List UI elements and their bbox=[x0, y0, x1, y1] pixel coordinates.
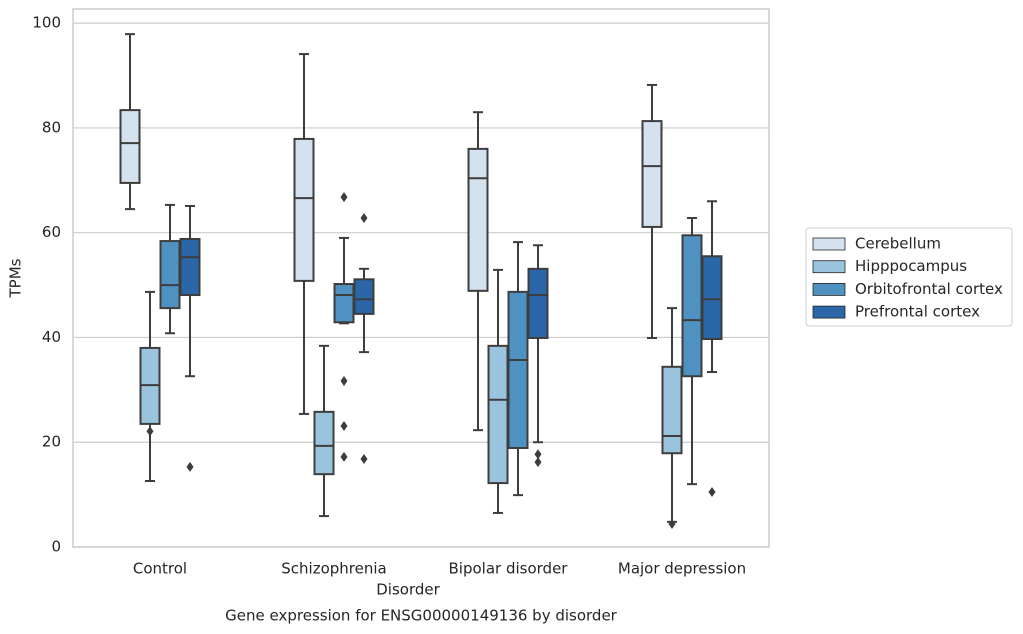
box bbox=[527, 267, 549, 339]
box bbox=[701, 255, 723, 341]
outlier bbox=[360, 453, 368, 464]
box bbox=[641, 120, 663, 228]
legend-swatch bbox=[812, 305, 846, 319]
legend-swatch bbox=[812, 260, 846, 274]
outlier bbox=[534, 457, 542, 468]
outlier bbox=[146, 426, 154, 437]
x-tick-label: Control bbox=[133, 560, 187, 578]
legend-swatch bbox=[812, 237, 846, 251]
plot-frame bbox=[72, 8, 770, 548]
y-tick-label: 60 bbox=[42, 223, 61, 241]
box bbox=[179, 237, 201, 297]
chart-title: Gene expression for ENSG00000149136 by d… bbox=[225, 607, 618, 625]
y-tick-label: 0 bbox=[51, 538, 61, 556]
legend-label: Prefrontal cortex bbox=[855, 303, 980, 321]
outlier bbox=[708, 486, 716, 497]
legend-swatch bbox=[812, 282, 846, 296]
legend-frame bbox=[805, 227, 1013, 327]
box bbox=[159, 240, 181, 310]
y-tick-label: 20 bbox=[42, 433, 61, 451]
x-tick-label: Bipolar disorder bbox=[449, 560, 569, 578]
box bbox=[333, 283, 355, 324]
y-tick-label: 100 bbox=[32, 14, 61, 32]
box bbox=[293, 137, 315, 282]
x-axis-label: Disorder bbox=[376, 581, 440, 599]
outlier bbox=[668, 518, 676, 529]
box bbox=[507, 290, 529, 449]
box bbox=[487, 344, 509, 485]
outlier bbox=[340, 420, 348, 431]
y-axis-label: TPMs bbox=[7, 258, 25, 298]
y-tick-label: 40 bbox=[42, 328, 61, 346]
outlier bbox=[186, 461, 194, 472]
legend-label: Hipppocampus bbox=[855, 257, 967, 275]
outlier bbox=[340, 451, 348, 462]
outlier bbox=[340, 375, 348, 386]
legend-label: Cerebellum bbox=[855, 235, 941, 253]
y-tick-label: 80 bbox=[42, 118, 61, 136]
outlier bbox=[340, 192, 348, 203]
outlier bbox=[534, 449, 542, 460]
outlier bbox=[360, 213, 368, 224]
box bbox=[119, 109, 141, 184]
box bbox=[467, 147, 489, 292]
box bbox=[681, 234, 703, 378]
x-tick-label: Major depression bbox=[618, 560, 746, 578]
box bbox=[353, 278, 375, 315]
box bbox=[313, 410, 335, 476]
x-tick-label: Schizophrenia bbox=[281, 560, 386, 578]
box bbox=[661, 365, 683, 455]
legend-label: Orbitofrontal cortex bbox=[855, 280, 1003, 298]
